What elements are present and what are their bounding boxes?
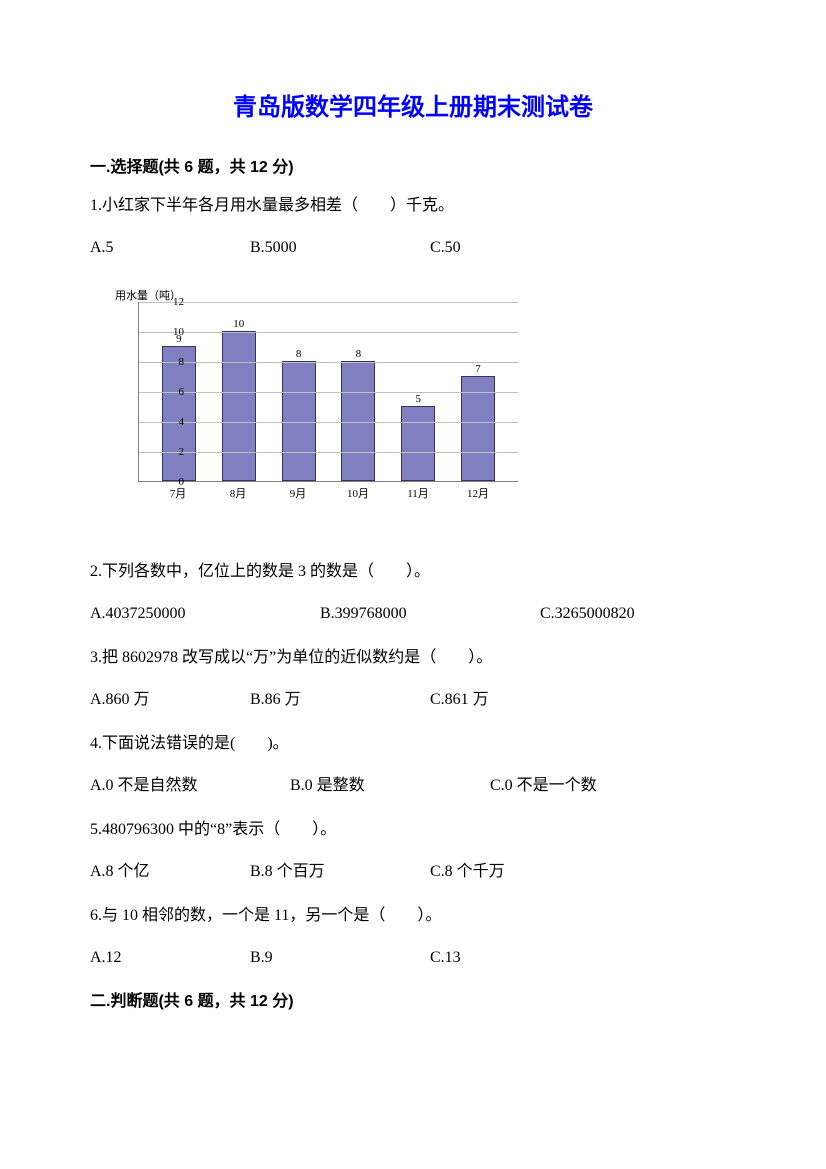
- question-4: 4.下面说法错误的是( )。 A.0 不是自然数 B.0 是整数 C.0 不是一…: [90, 732, 736, 798]
- chart-y-tick: 0: [154, 474, 184, 491]
- question-1: 1.小红家下半年各月用水量最多相差（ ）千克。 A.5 B.5000 C.50: [90, 194, 736, 260]
- chart-gridline: [139, 332, 518, 333]
- q1-option-a: A.5: [90, 236, 250, 260]
- q3-option-c: C.861 万: [430, 688, 736, 712]
- chart-y-tick: 2: [154, 444, 184, 461]
- q4-option-a: A.0 不是自然数: [90, 774, 290, 798]
- question-5-text: 5.480796300 中的“8”表示（ ）。: [90, 818, 736, 842]
- question-3-options: A.860 万 B.86 万 C.861 万: [90, 688, 736, 712]
- chart-bar: 10: [222, 331, 256, 481]
- section-2-header: 二.判断题(共 6 题，共 12 分): [90, 990, 736, 1014]
- chart-bar-value: 5: [415, 391, 421, 408]
- chart-x-tick: 10月: [341, 486, 375, 503]
- chart-bar: 8: [282, 361, 316, 481]
- question-3-text: 3.把 8602978 改写成以“万”为单位的近似数约是（ ）。: [90, 646, 736, 670]
- chart-bar-value: 8: [296, 346, 302, 363]
- chart-gridline: [139, 452, 518, 453]
- question-3: 3.把 8602978 改写成以“万”为单位的近似数约是（ ）。 A.860 万…: [90, 646, 736, 712]
- chart-gridline: [139, 392, 518, 393]
- chart-x-tick: 9月: [281, 486, 315, 503]
- chart-x-tick: 11月: [401, 486, 435, 503]
- q3-option-b: B.86 万: [250, 688, 430, 712]
- chart-gridline: [139, 362, 518, 363]
- chart-bar-value: 10: [233, 316, 244, 333]
- section-1-header: 一.选择题(共 6 题，共 12 分): [90, 156, 736, 180]
- chart-bar-value: 8: [356, 346, 362, 363]
- question-6: 6.与 10 相邻的数，一个是 11，另一个是（ ）。 A.12 B.9 C.1…: [90, 904, 736, 970]
- chart-y-tick: 8: [154, 354, 184, 371]
- q1-option-b: B.5000: [250, 236, 430, 260]
- q4-option-b: B.0 是整数: [290, 774, 490, 798]
- question-1-options: A.5 B.5000 C.50: [90, 236, 736, 260]
- chart-x-labels: 7月8月9月10月11月12月: [138, 486, 518, 503]
- question-1-text: 1.小红家下半年各月用水量最多相差（ ）千克。: [90, 194, 736, 218]
- question-2-text: 2.下列各数中，亿位上的数是 3 的数是（ ）。: [90, 560, 736, 584]
- q6-option-c: C.13: [430, 946, 736, 970]
- chart-bar-value: 7: [475, 361, 481, 378]
- chart-bar: 5: [401, 406, 435, 481]
- question-2-options: A.4037250000 B.399768000 C.3265000820: [90, 602, 736, 626]
- chart-x-tick: 8月: [221, 486, 255, 503]
- chart-y-tick: 6: [154, 384, 184, 401]
- chart-plot-area: 9108857: [138, 302, 518, 482]
- q1-option-c: C.50: [430, 236, 736, 260]
- q5-option-c: C.8 个千万: [430, 860, 736, 884]
- q6-option-b: B.9: [250, 946, 430, 970]
- q6-option-a: A.12: [90, 946, 250, 970]
- chart-y-tick: 4: [154, 414, 184, 431]
- chart-y-tick: 10: [154, 324, 184, 341]
- chart-gridline: [139, 422, 518, 423]
- question-4-text: 4.下面说法错误的是( )。: [90, 732, 736, 756]
- chart-gridline: [139, 302, 518, 303]
- chart-x-tick: 12月: [461, 486, 495, 503]
- question-5: 5.480796300 中的“8”表示（ ）。 A.8 个亿 B.8 个百万 C…: [90, 818, 736, 884]
- q2-option-c: C.3265000820: [540, 602, 736, 626]
- question-6-text: 6.与 10 相邻的数，一个是 11，另一个是（ ）。: [90, 904, 736, 928]
- q2-option-b: B.399768000: [320, 602, 540, 626]
- page-title: 青岛版数学四年级上册期末测试卷: [90, 90, 736, 126]
- question-6-options: A.12 B.9 C.13: [90, 946, 736, 970]
- chart-bar: 8: [341, 361, 375, 481]
- q3-option-a: A.860 万: [90, 688, 250, 712]
- q2-option-a: A.4037250000: [90, 602, 320, 626]
- water-usage-chart: 用水量（吨） 9108857 7月8月9月10月11月12月 024681012: [100, 290, 736, 520]
- q5-option-b: B.8 个百万: [250, 860, 430, 884]
- question-4-options: A.0 不是自然数 B.0 是整数 C.0 不是一个数: [90, 774, 736, 798]
- q5-option-a: A.8 个亿: [90, 860, 250, 884]
- q4-option-c: C.0 不是一个数: [490, 774, 736, 798]
- question-2: 2.下列各数中，亿位上的数是 3 的数是（ ）。 A.4037250000 B.…: [90, 560, 736, 626]
- question-5-options: A.8 个亿 B.8 个百万 C.8 个千万: [90, 860, 736, 884]
- chart-y-tick: 12: [154, 294, 184, 311]
